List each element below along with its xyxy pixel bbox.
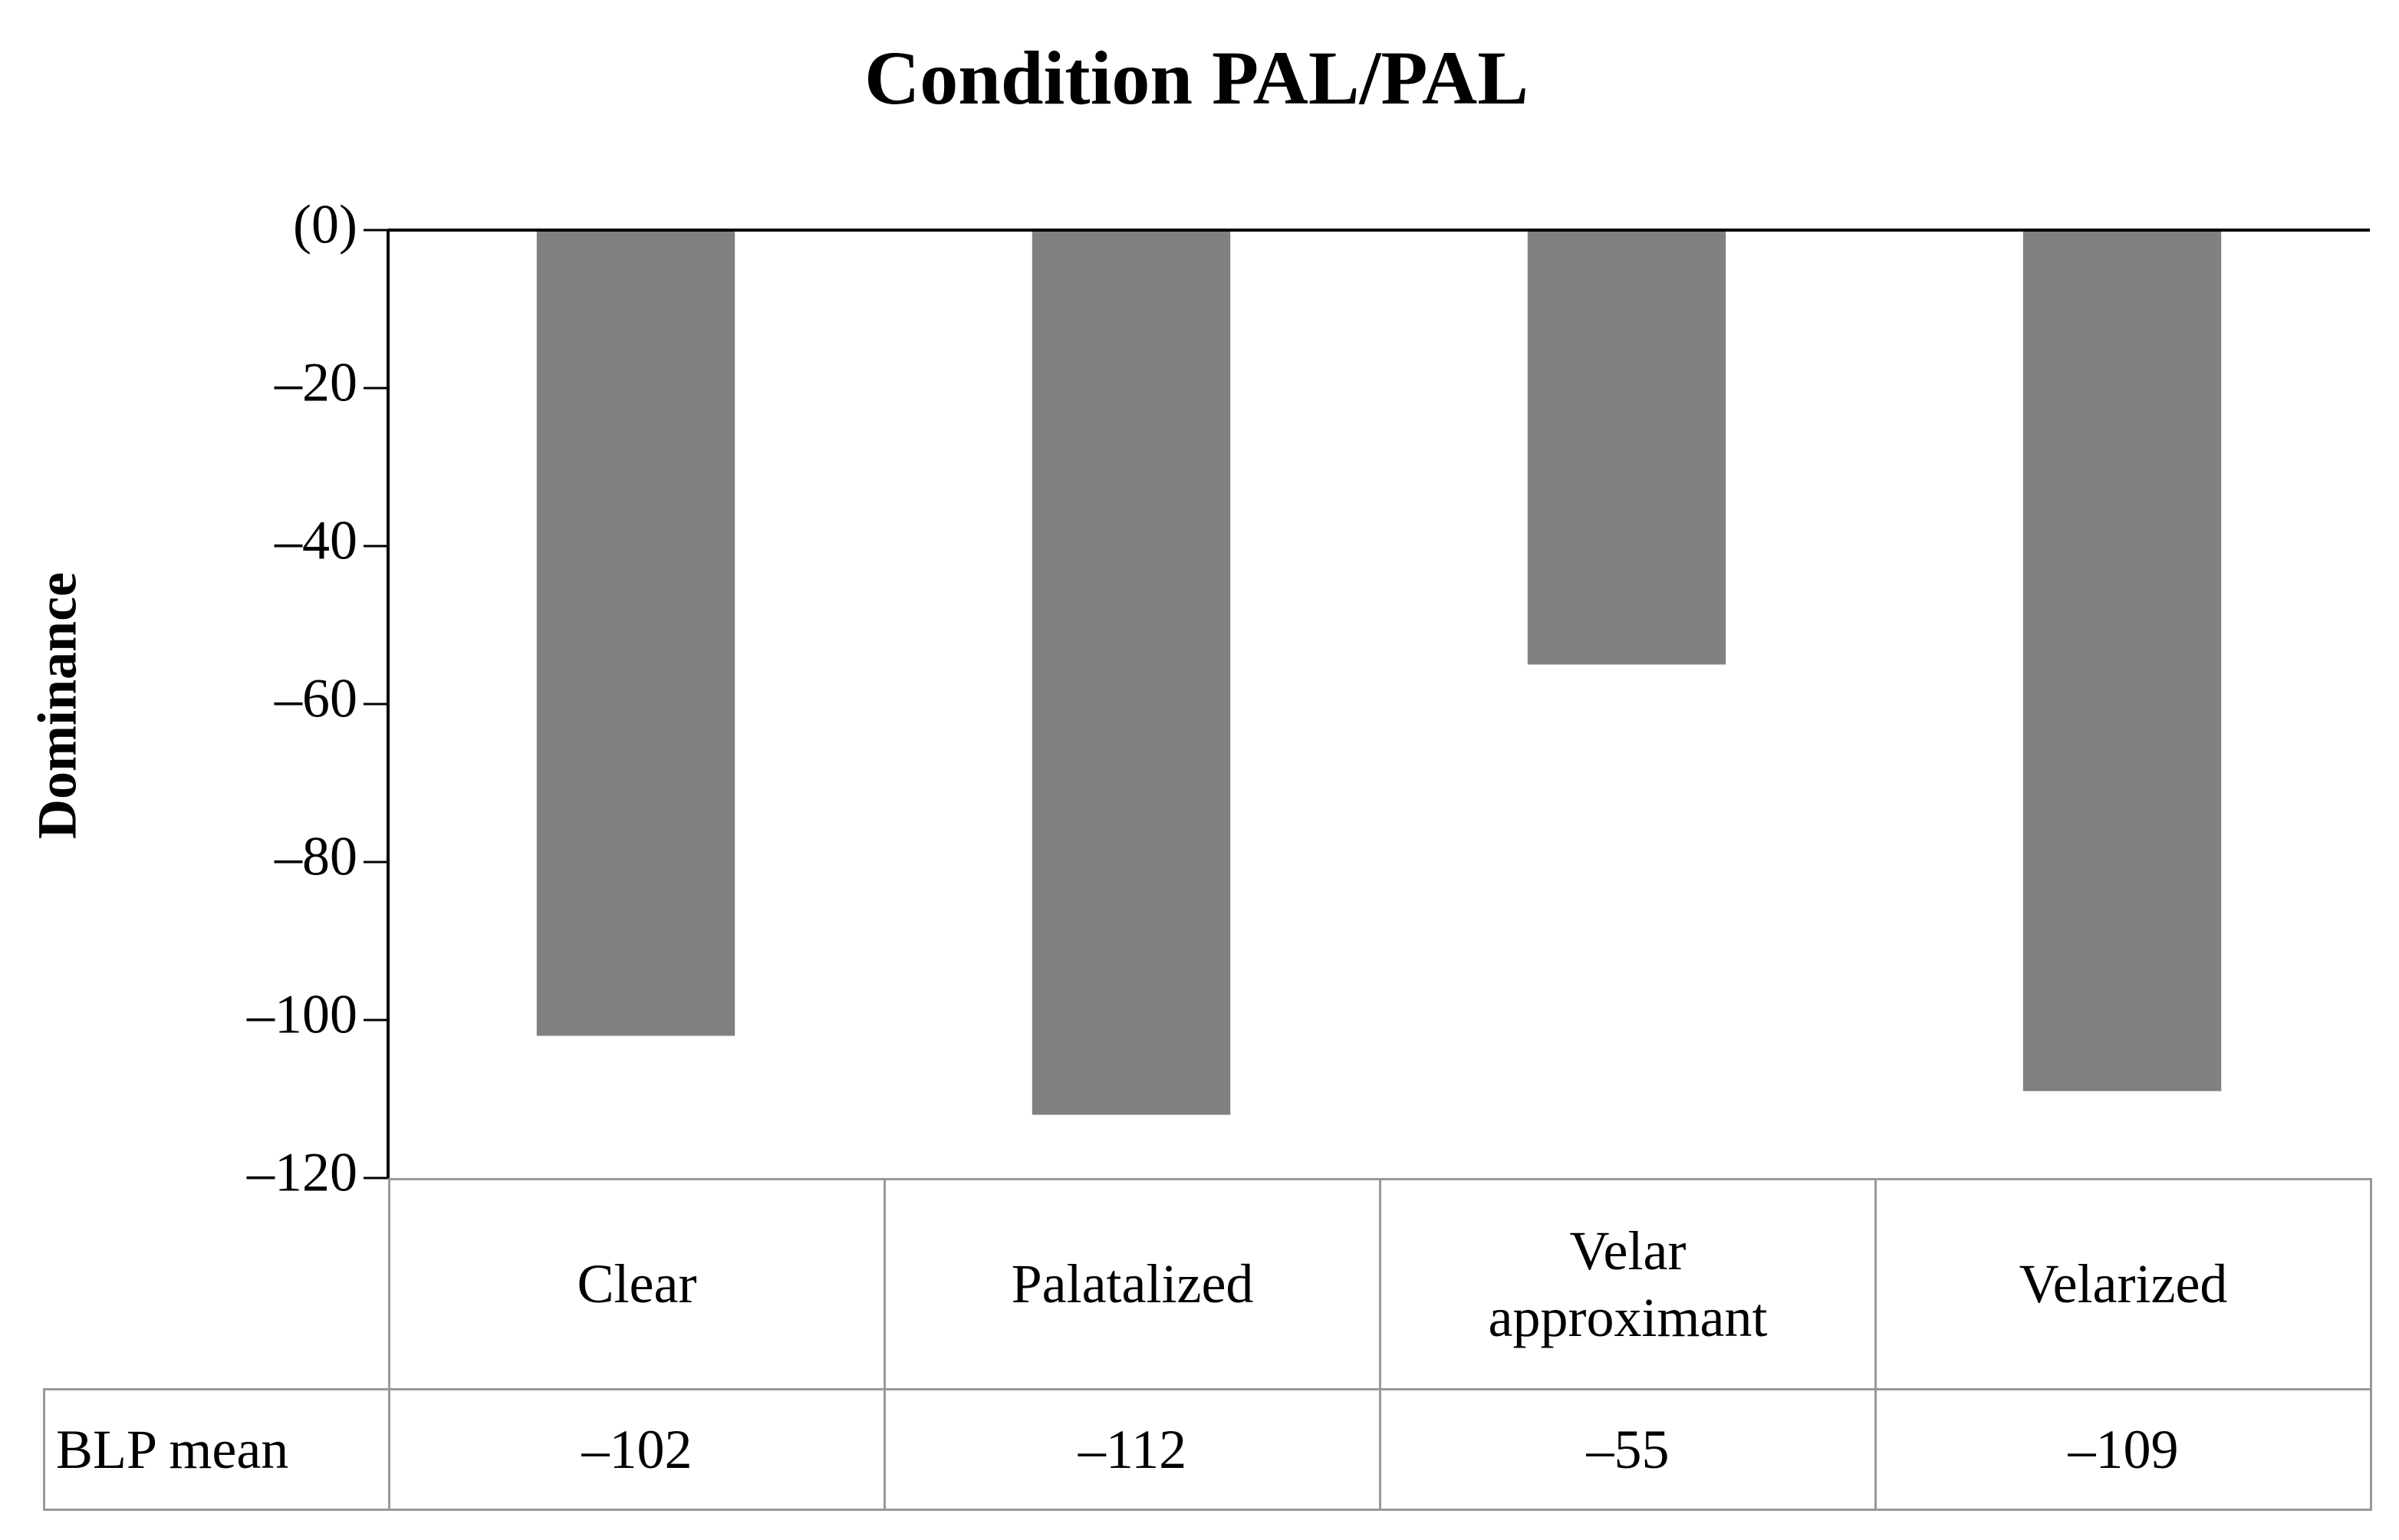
y-tick-label: –40 [274,510,357,571]
category-cell: Clear [388,1178,886,1390]
y-tick-label: (0) [293,194,357,255]
value-cell: –55 [1379,1388,1877,1511]
y-tick-label: –120 [246,1142,357,1203]
y-tick-label: –100 [246,984,357,1045]
y-tick-label: –20 [274,352,357,413]
category-cell: Velarized [1874,1178,2372,1390]
category-cell: Palatalized [884,1178,1381,1390]
bar [1527,230,1726,665]
bar [536,230,735,1036]
value-cell: –102 [388,1388,886,1511]
row-label-cell: BLP mean [43,1388,390,1511]
y-tick-label: –80 [274,826,357,887]
chart-title: Condition PAL/PAL [864,35,1529,120]
category-cell: Velar approximant [1379,1178,1877,1390]
bar [1032,230,1231,1115]
y-axis-label: Dominance [27,572,88,839]
value-cell: –112 [884,1388,1381,1511]
value-cell: –109 [1874,1388,2372,1511]
y-tick-label: –60 [274,668,357,729]
bar [2022,230,2222,1091]
